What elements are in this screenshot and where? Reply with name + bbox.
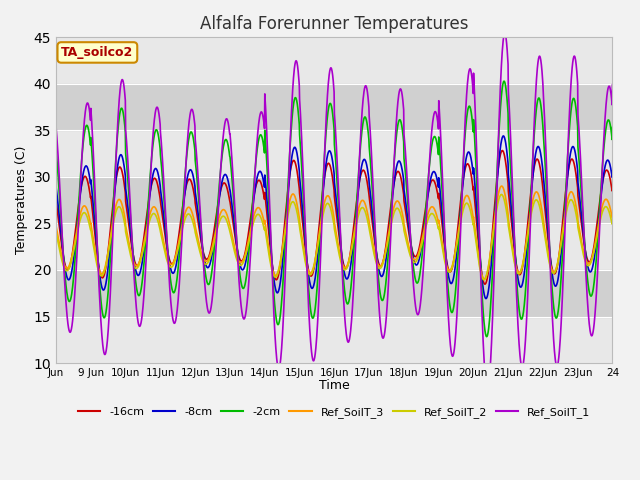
Ref_SoilT_3 bbox=[609, 213, 616, 219]
Ref_SoilT_3 bbox=[52, 223, 60, 228]
-16cm bbox=[193, 211, 201, 217]
Ref_SoilT_1 bbox=[501, 30, 509, 36]
-8cm bbox=[609, 168, 616, 174]
Text: TA_soilco2: TA_soilco2 bbox=[61, 46, 134, 59]
Line: -16cm: -16cm bbox=[56, 151, 612, 284]
Ref_SoilT_2 bbox=[609, 220, 616, 226]
-2cm bbox=[500, 78, 508, 84]
Line: -8cm: -8cm bbox=[56, 136, 612, 299]
Line: Ref_SoilT_2: Ref_SoilT_2 bbox=[56, 194, 612, 280]
-8cm bbox=[575, 192, 583, 198]
-16cm bbox=[609, 185, 616, 191]
Ref_SoilT_1 bbox=[345, 338, 353, 344]
Ref_SoilT_1 bbox=[609, 82, 616, 87]
Ref_SoilT_1 bbox=[579, 200, 586, 205]
Ref_SoilT_2 bbox=[254, 212, 262, 217]
-2cm bbox=[52, 147, 60, 153]
Ref_SoilT_2 bbox=[52, 229, 60, 235]
Ref_SoilT_3 bbox=[345, 257, 353, 263]
X-axis label: Time: Time bbox=[319, 379, 349, 392]
Ref_SoilT_3 bbox=[498, 183, 506, 189]
Legend: -16cm, -8cm, -2cm, Ref_SoilT_3, Ref_SoilT_2, Ref_SoilT_1: -16cm, -8cm, -2cm, Ref_SoilT_3, Ref_Soil… bbox=[74, 403, 595, 422]
Ref_SoilT_1 bbox=[484, 388, 492, 394]
Ref_SoilT_2 bbox=[232, 255, 240, 261]
Ref_SoilT_2 bbox=[579, 248, 586, 254]
Ref_SoilT_3 bbox=[579, 244, 586, 250]
Ref_SoilT_2 bbox=[193, 237, 201, 242]
-16cm bbox=[575, 204, 583, 210]
Ref_SoilT_2 bbox=[345, 260, 353, 265]
Ref_SoilT_1 bbox=[232, 235, 240, 240]
Ref_SoilT_2 bbox=[497, 192, 505, 197]
Ref_SoilT_3 bbox=[193, 231, 201, 237]
Y-axis label: Temperatures (C): Temperatures (C) bbox=[15, 146, 28, 254]
-2cm bbox=[579, 210, 586, 216]
-16cm bbox=[499, 148, 506, 154]
Ref_SoilT_3 bbox=[481, 276, 488, 282]
Ref_SoilT_3 bbox=[575, 226, 583, 232]
-16cm bbox=[481, 281, 489, 287]
-2cm bbox=[609, 124, 616, 130]
-16cm bbox=[52, 198, 60, 204]
-8cm bbox=[254, 171, 262, 177]
-16cm bbox=[345, 258, 353, 264]
-8cm bbox=[482, 296, 490, 301]
-8cm bbox=[193, 202, 201, 207]
Ref_SoilT_2 bbox=[480, 277, 488, 283]
Line: Ref_SoilT_3: Ref_SoilT_3 bbox=[56, 186, 612, 279]
Ref_SoilT_1 bbox=[52, 124, 60, 130]
-2cm bbox=[345, 299, 353, 304]
Line: Ref_SoilT_1: Ref_SoilT_1 bbox=[56, 33, 612, 391]
-8cm bbox=[232, 240, 240, 245]
Bar bbox=[56, 84, 612, 131]
-8cm bbox=[345, 272, 353, 278]
Ref_SoilT_3 bbox=[254, 205, 262, 211]
Ref_SoilT_3 bbox=[232, 252, 240, 257]
-16cm bbox=[232, 242, 240, 248]
-8cm bbox=[52, 184, 60, 190]
Bar bbox=[56, 270, 612, 316]
-8cm bbox=[500, 133, 508, 139]
Title: Alfalfa Forerunner Temperatures: Alfalfa Forerunner Temperatures bbox=[200, 15, 468, 33]
-8cm bbox=[579, 223, 586, 229]
Ref_SoilT_1 bbox=[254, 126, 262, 132]
-2cm bbox=[254, 140, 262, 145]
-2cm bbox=[575, 162, 583, 168]
-2cm bbox=[483, 334, 490, 339]
-2cm bbox=[232, 234, 240, 240]
-2cm bbox=[193, 175, 201, 180]
Ref_SoilT_1 bbox=[575, 134, 583, 140]
Ref_SoilT_2 bbox=[575, 232, 583, 238]
Bar bbox=[56, 177, 612, 224]
Line: -2cm: -2cm bbox=[56, 81, 612, 336]
Ref_SoilT_1 bbox=[193, 157, 201, 163]
-16cm bbox=[579, 230, 586, 236]
-16cm bbox=[254, 178, 262, 183]
